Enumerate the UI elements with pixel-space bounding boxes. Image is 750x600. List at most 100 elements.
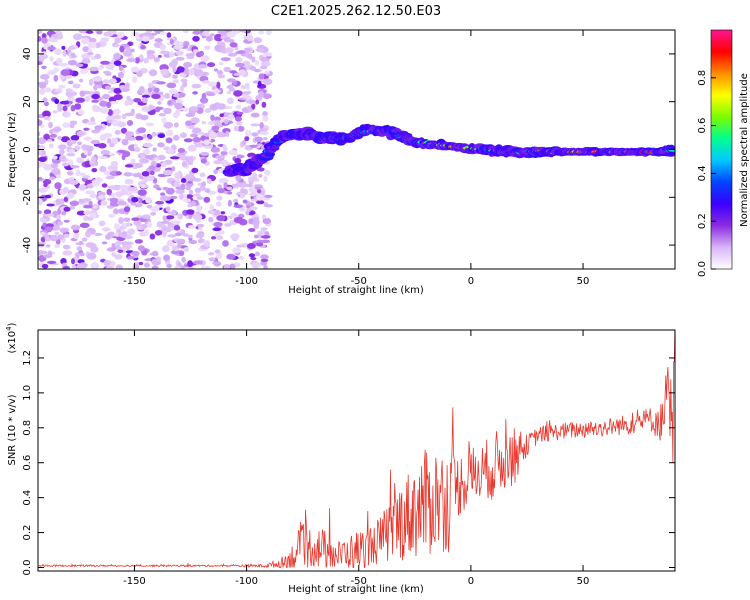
noise-cell: [186, 209, 195, 215]
noise-cell: [84, 230, 92, 238]
snr-x-tick-label: 0: [468, 576, 474, 587]
noise-cell: [58, 144, 67, 150]
noise-cell: [257, 230, 267, 235]
snr-series-line: [38, 330, 675, 569]
noise-cell: [174, 171, 181, 178]
noise-cell: [219, 113, 224, 118]
noise-cell: [55, 214, 62, 220]
noise-cell: [123, 217, 131, 222]
noise-cell: [74, 103, 82, 110]
noise-cell: [167, 100, 172, 106]
noise-cell: [180, 178, 187, 183]
snr-panel: -150 -100 -50 0 50 0.0 0.2 0.4 0.6 0.8 1.0 1.2 Hei…: [5, 322, 676, 595]
noise-cell: [141, 94, 150, 98]
noise-cell: [59, 227, 68, 233]
noise-cell: [62, 244, 71, 250]
noise-cell: [68, 148, 76, 153]
noise-cell: [78, 30, 88, 34]
noise-cell: [206, 178, 212, 185]
noise-cell: [54, 98, 60, 105]
noise-cell: [66, 153, 76, 157]
noise-cell: [196, 196, 204, 200]
noise-cell: [261, 214, 266, 220]
noise-cell: [254, 69, 261, 73]
noise-cell: [260, 65, 268, 70]
noise-cell: [212, 227, 222, 232]
noise-cell: [204, 188, 211, 193]
noise-cell: [81, 37, 90, 45]
noise-cell: [83, 149, 88, 156]
noise-cell: [227, 191, 233, 195]
noise-cell: [44, 194, 52, 199]
noise-cell: [180, 183, 186, 191]
noise-cell: [159, 44, 166, 51]
noise-cell: [217, 188, 225, 194]
noise-cell: [196, 69, 204, 76]
noise-cell: [116, 121, 127, 128]
noise-cell: [94, 232, 103, 237]
noise-cell: [65, 75, 73, 79]
spectrogram-panel: -150 -100 -50 0 50 -40 -20 0 20 40 Height of str…: [7, 29, 676, 296]
noise-cell: [148, 165, 156, 171]
noise-cell: [260, 235, 271, 239]
noise-cell: [94, 160, 99, 167]
noise-cell: [183, 138, 193, 143]
noise-cell: [160, 162, 167, 168]
noise-cell: [223, 66, 231, 73]
snr-y-tick-label: 0.0: [22, 560, 33, 576]
noise-cell: [130, 158, 136, 163]
noise-cell: [216, 81, 221, 89]
noise-cell: [149, 233, 156, 240]
noise-cell: [208, 257, 216, 262]
noise-cell: [114, 37, 122, 44]
noise-cell: [250, 257, 257, 261]
noise-cell: [163, 254, 171, 262]
noise-cell: [44, 101, 49, 107]
noise-cell: [146, 204, 153, 209]
noise-cell: [43, 116, 50, 120]
noise-cell: [150, 212, 157, 216]
noise-cell: [143, 57, 150, 64]
noise-cell: [75, 97, 85, 103]
noise-cell: [57, 103, 63, 109]
noise-cell: [260, 261, 268, 266]
noise-cell: [76, 264, 84, 269]
noise-cell: [85, 190, 95, 195]
noise-cell: [46, 203, 55, 207]
noise-cell: [108, 153, 115, 157]
spectrogram-x-tick-label: -100: [235, 276, 258, 287]
noise-cell: [88, 200, 93, 207]
noise-cell: [91, 129, 101, 134]
noise-cell: [113, 94, 123, 101]
noise-cell: [135, 202, 143, 208]
noise-cell: [154, 230, 163, 236]
noise-cell: [233, 198, 239, 203]
noise-cell: [133, 219, 142, 226]
noise-cell: [246, 204, 251, 209]
noise-cell: [171, 209, 177, 216]
noise-cell: [171, 58, 179, 66]
noise-cell: [38, 156, 47, 163]
noise-cell: [180, 265, 185, 269]
noise-cell: [63, 233, 70, 238]
noise-cell: [159, 91, 164, 95]
noise-cell: [155, 106, 161, 113]
noise-cell: [163, 169, 173, 176]
noise-cell: [188, 189, 194, 195]
noise-cell: [38, 119, 43, 127]
noise-cell: [250, 112, 260, 118]
noise-cell: [192, 49, 200, 53]
noise-cell: [257, 80, 262, 87]
noise-cell: [134, 135, 144, 141]
noise-cell: [131, 217, 140, 221]
noise-cell: [238, 69, 247, 76]
noise-cell: [226, 85, 232, 89]
noise-cell: [261, 239, 270, 244]
noise-cell: [106, 101, 112, 108]
noise-cell: [209, 204, 214, 211]
noise-cell: [52, 33, 58, 39]
noise-cell: [255, 194, 264, 201]
noise-cell: [236, 154, 245, 159]
noise-cell: [262, 52, 273, 57]
noise-cell: [55, 174, 62, 179]
